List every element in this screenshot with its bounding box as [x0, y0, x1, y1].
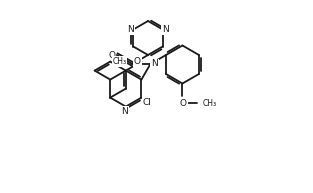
Text: O: O	[180, 99, 187, 108]
Text: O: O	[108, 51, 115, 59]
Text: CH₃: CH₃	[203, 99, 217, 108]
Text: N: N	[127, 25, 134, 34]
Text: O: O	[134, 57, 141, 66]
Text: N: N	[121, 107, 128, 116]
Text: Cl: Cl	[143, 98, 152, 107]
Text: CH₃: CH₃	[112, 57, 126, 66]
Text: N: N	[162, 25, 169, 34]
Text: N: N	[151, 59, 158, 69]
